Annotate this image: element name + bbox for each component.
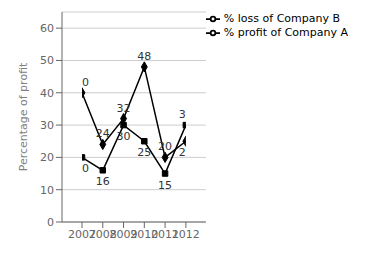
svg-text:2009: 2009: [109, 227, 138, 241]
svg-text:Percentage of profit: Percentage of profit: [17, 62, 30, 171]
svg-text:50: 50: [40, 54, 54, 67]
html-text:% loss of Company B: % loss of Company B: [223, 12, 340, 25]
svg-text:40: 40: [82, 76, 89, 89]
svg-text:0: 0: [47, 216, 54, 229]
svg-text:30: 30: [117, 130, 131, 143]
svg-text:15: 15: [158, 179, 172, 192]
svg-text:2007: 2007: [68, 227, 96, 241]
svg-text:40: 40: [40, 87, 54, 100]
svg-text:25: 25: [137, 146, 151, 159]
svg-text:30: 30: [179, 108, 186, 121]
svg-text:60: 60: [40, 22, 54, 35]
svg-text:20: 20: [82, 162, 89, 175]
svg-text:16: 16: [96, 175, 110, 188]
svg-text:2010: 2010: [130, 227, 159, 241]
svg-text:32: 32: [117, 102, 131, 115]
html-text:% profit of Company A: % profit of Company A: [223, 26, 348, 39]
svg-text:20: 20: [40, 151, 54, 164]
svg-text:10: 10: [40, 184, 54, 197]
svg-text:25: 25: [179, 146, 186, 159]
svg-text:2011: 2011: [151, 227, 180, 241]
svg-text:20: 20: [158, 140, 172, 153]
svg-text:2012: 2012: [172, 228, 200, 241]
svg-text:2008: 2008: [88, 227, 117, 241]
svg-text:48: 48: [137, 50, 151, 63]
svg-text:24: 24: [96, 127, 110, 140]
svg-text:30: 30: [40, 119, 54, 132]
